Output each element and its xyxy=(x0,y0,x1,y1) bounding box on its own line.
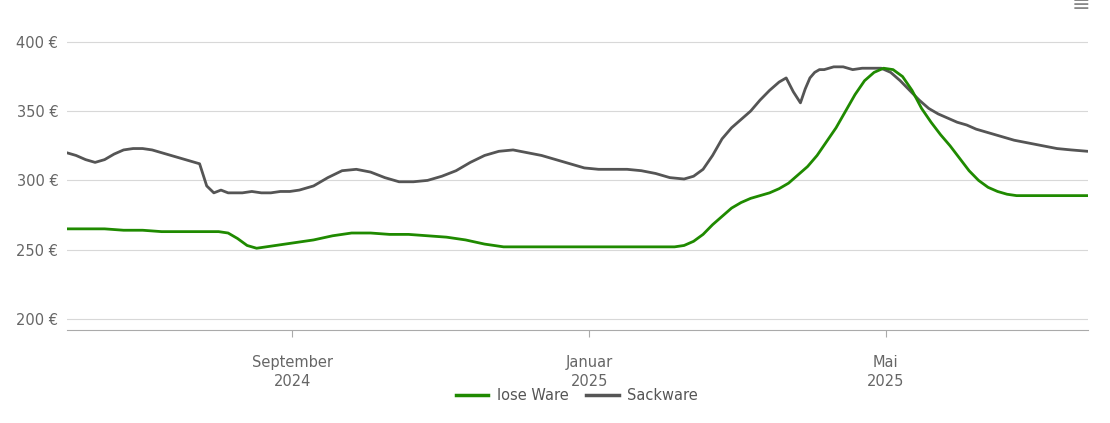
Text: 2025: 2025 xyxy=(571,374,608,390)
Text: September: September xyxy=(252,355,333,370)
Text: 2025: 2025 xyxy=(867,374,905,390)
Text: Mai: Mai xyxy=(874,355,899,370)
Legend: lose Ware, Sackware: lose Ware, Sackware xyxy=(451,382,704,409)
Text: 2024: 2024 xyxy=(273,374,311,390)
Text: Januar: Januar xyxy=(565,355,613,370)
Text: ≡: ≡ xyxy=(1071,0,1090,15)
